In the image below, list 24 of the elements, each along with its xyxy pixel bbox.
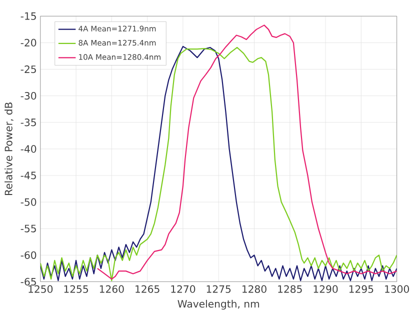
x-tick-label: 1280 (242, 285, 266, 293)
x-tick-label: 1255 (64, 285, 88, 293)
x-tick-label: 1285 (278, 285, 302, 293)
x-tick-label: 1300 (385, 285, 409, 293)
x-tick-label: 1265 (136, 285, 160, 293)
x-tick-label: 1260 (100, 285, 124, 293)
y-tick-label: -30 (20, 92, 36, 100)
y-axis-title: Relative Power, dB (4, 102, 14, 195)
x-axis-title: Wavelength, nm (178, 300, 260, 310)
y-tick-label: -35 (20, 118, 36, 126)
y-tick-label: -55 (20, 224, 36, 232)
x-tick-label: 1295 (349, 285, 374, 293)
y-tick-label: -25 (20, 65, 36, 74)
y-tick-label: -60 (20, 251, 36, 259)
y-tick-label: -45 (20, 172, 36, 180)
x-tick-label: 1290 (314, 285, 338, 293)
y-tick-label: -15 (20, 12, 36, 20)
x-tick-label: 1250 (28, 285, 53, 293)
y-tick-label: -65 (20, 278, 36, 286)
x-tick-label: 1270 (171, 285, 196, 293)
y-tick-label: -20 (20, 38, 36, 46)
y-tick-label: -40 (20, 145, 36, 153)
y-tick-label: -50 (20, 198, 36, 206)
x-tick-label: 1275 (206, 285, 231, 293)
